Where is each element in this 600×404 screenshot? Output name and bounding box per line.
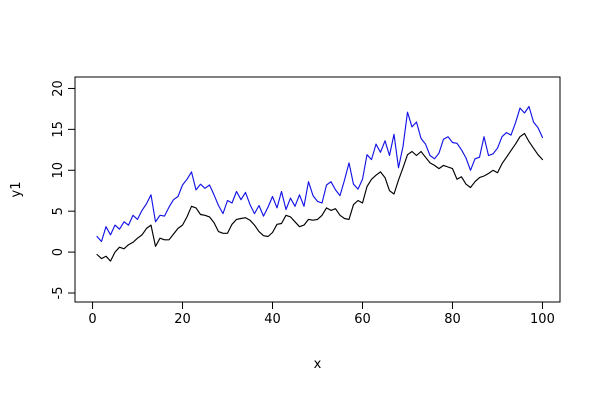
- plot-box: [74, 76, 561, 303]
- y-tick-label: 0: [51, 248, 66, 256]
- y-axis-title: y1: [9, 182, 24, 198]
- x-tick-label: 100: [530, 312, 555, 327]
- x-tick-label: 60: [354, 312, 371, 327]
- x-tick-label: 40: [264, 312, 281, 327]
- y-tick-label: 5: [51, 207, 66, 215]
- y-tick-label: 15: [51, 121, 66, 138]
- series-blue-line: [96, 105, 544, 243]
- x-tick-label: 20: [174, 312, 191, 327]
- x-tick-label: 0: [88, 312, 96, 327]
- y-tick-label: 20: [51, 80, 66, 97]
- x-axis-title: x: [314, 357, 322, 372]
- y-tick-label: -5: [51, 287, 66, 300]
- series-black-line-y1: [96, 132, 544, 262]
- x-tick-label: 80: [444, 312, 461, 327]
- y-tick-label: 10: [51, 162, 66, 179]
